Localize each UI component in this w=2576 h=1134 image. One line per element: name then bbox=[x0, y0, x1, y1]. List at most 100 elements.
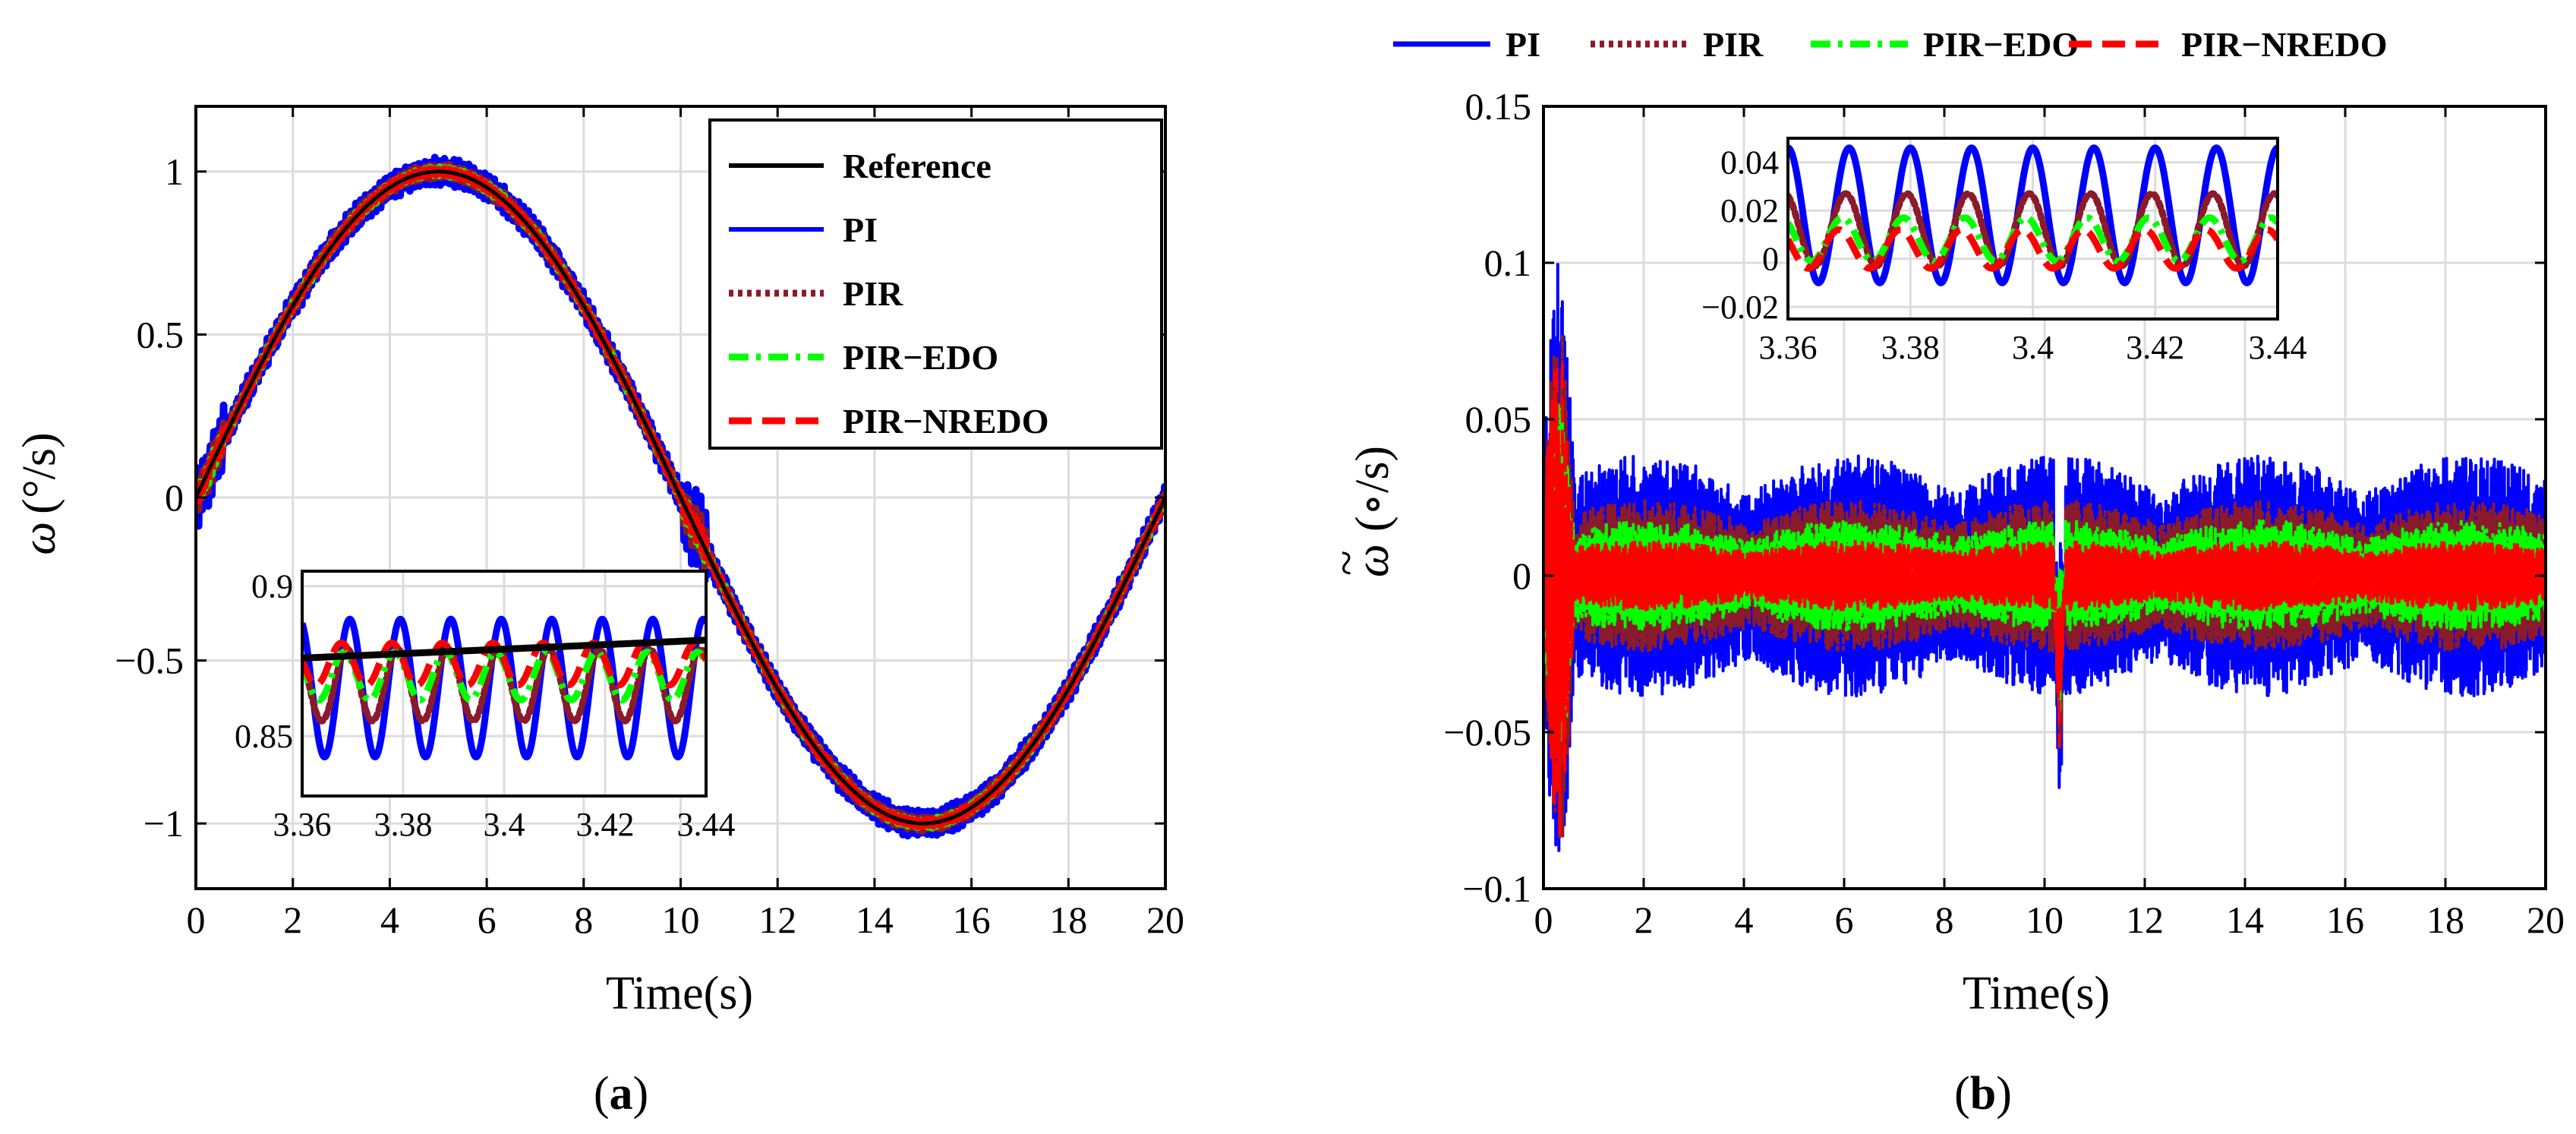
panel-a-legend-label-reference: Reference bbox=[843, 147, 992, 185]
panel-a-legend-label-pir: PIR bbox=[843, 274, 903, 313]
panel-a-legend: Reference PI PIR PIR−EDO PIR−NREDO bbox=[708, 118, 1163, 450]
panel-b-inset-x-tick-labels: 3.36 3.38 3.4 3.42 3.44 bbox=[1759, 329, 2307, 366]
panel-b-x-tick-label: 0 bbox=[1534, 899, 1553, 941]
panel-b-y-tick-label: 0 bbox=[1512, 554, 1531, 597]
panel-a-x-tick-label: 12 bbox=[758, 899, 796, 941]
panel-b-y-tick-label: 0.1 bbox=[1484, 242, 1532, 284]
panel-b-x-tick-label: 18 bbox=[2426, 899, 2464, 941]
panel-b-inset-series-pir-nredo bbox=[1788, 226, 2278, 272]
panel-a-legend-entries: Reference PI PIR PIR−EDO PIR−NREDO bbox=[729, 147, 1049, 441]
panel-b-y-axis-unit: (∘/s) bbox=[1347, 446, 1398, 532]
panel-b-x-tick-label: 6 bbox=[1835, 899, 1854, 941]
panel-b-y-tick-label: −0.1 bbox=[1462, 867, 1531, 910]
panel-b-y-axis-symbol: ω bbox=[1347, 544, 1398, 577]
panel-a-legend-box bbox=[708, 118, 1163, 450]
panel-a-x-tick-label: 2 bbox=[283, 899, 302, 941]
panel-b-inset-y-tick-label: 0.04 bbox=[1720, 144, 1779, 182]
panel-a-y-tick-label: 1 bbox=[165, 150, 184, 193]
panel-b-inset-x-tick-label: 3.42 bbox=[2126, 329, 2184, 366]
panel-b-legend-label-pir-nredo: PIR−NREDO bbox=[2181, 25, 2388, 64]
panel-a-y-tick-label: −0.5 bbox=[115, 640, 184, 682]
panel-b-caption-open: ( bbox=[1954, 1068, 1970, 1120]
panel-a-caption-letter: a bbox=[610, 1068, 633, 1120]
panel-b-inset-y-tick-labels: −0.02 0 0.02 0.04 bbox=[1701, 144, 1779, 326]
panel-b-x-tick-label: 4 bbox=[1735, 899, 1754, 941]
panel-b-x-tick-label: 20 bbox=[2527, 899, 2565, 941]
panel-a-caption-close: ) bbox=[633, 1068, 649, 1120]
panel-b-caption-letter: b bbox=[1970, 1068, 1996, 1120]
panel-b-y-axis-label: ω ~ (∘/s) bbox=[1321, 446, 1398, 577]
panel-a-y-axis-unit: (°/s) bbox=[14, 432, 65, 513]
panel-a-legend-label-pir-edo: PIR−EDO bbox=[843, 338, 998, 377]
panel-b-inset-series-pir-edo bbox=[1788, 214, 2278, 265]
panel-b-tick-marks bbox=[1542, 105, 2547, 890]
panel-a-inset-series-pir-nredo bbox=[302, 640, 706, 689]
panel-a-inset-x-tick-label: 3.4 bbox=[484, 806, 525, 843]
panel-b-inset: 3.36 3.38 3.4 3.42 3.44 −0.02 0 0.02 0.04 bbox=[1701, 137, 2307, 366]
panel-a-inset-x-tick-label: 3.42 bbox=[576, 806, 635, 843]
panel-b-x-tick-label: 16 bbox=[2326, 899, 2364, 941]
panel-b-inset-y-tick-label: 0.02 bbox=[1720, 192, 1779, 229]
panel-a-inset-series-reference bbox=[302, 636, 706, 662]
panel-a-x-tick-label: 18 bbox=[1049, 899, 1087, 941]
panel-b-series-pir-nredo bbox=[1543, 358, 2546, 835]
panel-a-x-tick-label: 8 bbox=[574, 899, 593, 941]
panel-b-inset-x-tick-label: 3.38 bbox=[1881, 329, 1940, 366]
panel-b-inset-x-tick-label: 3.44 bbox=[2249, 329, 2307, 366]
panel-a-plot-area bbox=[196, 153, 1165, 840]
panel-a-inset-x-tick-label: 3.38 bbox=[374, 806, 433, 843]
panel-a-inset-y-tick-label: 0.85 bbox=[235, 718, 293, 755]
panel-b-inset-x-tick-label: 3.4 bbox=[2012, 329, 2054, 366]
panel-b-inset-y-tick-label: 0 bbox=[1762, 241, 1779, 278]
panel-a-y-tick-labels: −1 −0.5 0 0.5 1 bbox=[115, 150, 184, 845]
panel-a-y-axis-label: ω (°/s) bbox=[14, 432, 65, 554]
panel-b-y-axis-tilde: ~ bbox=[1321, 550, 1373, 576]
panel-a-series-reference bbox=[196, 169, 1165, 826]
panel-b-x-axis-label: Time(s) bbox=[1963, 968, 2110, 1019]
panel-a: 0 2 4 6 8 10 12 14 16 18 20 −1 −0.5 0 0.5 1 Time(s) ω (… bbox=[14, 105, 1185, 1120]
panel-b-x-tick-label: 8 bbox=[1935, 899, 1954, 941]
panel-a-x-tick-label: 14 bbox=[856, 899, 894, 941]
panel-a-legend-label-pi: PI bbox=[843, 210, 878, 249]
panel-a-inset-frame bbox=[301, 570, 708, 798]
panel-a-caption-open: ( bbox=[594, 1068, 610, 1120]
panel-b-plot-area bbox=[1543, 263, 2546, 852]
panel-b-inset-x-tick-label: 3.36 bbox=[1759, 329, 1818, 366]
panel-a-legend-label-pir-nredo: PIR−NREDO bbox=[843, 402, 1049, 441]
panel-a-x-tick-label: 0 bbox=[187, 899, 206, 941]
panel-a-inset-x-tick-labels: 3.36 3.38 3.4 3.42 3.44 bbox=[273, 806, 736, 843]
panel-b-inset-frame bbox=[1786, 137, 2279, 321]
panel-a-y-tick-label: −1 bbox=[143, 802, 184, 845]
panel-b-inset-plot-area bbox=[1788, 144, 2278, 286]
panel-b-caption: (b) bbox=[1954, 1068, 2012, 1120]
panel-a-inset-x-tick-label: 3.36 bbox=[273, 806, 332, 843]
panel-b-x-tick-label: 12 bbox=[2126, 899, 2164, 941]
panel-b-legend: PI PIR PIR−EDO PIR−NREDO bbox=[1393, 25, 2388, 64]
panel-a-x-tick-label: 4 bbox=[380, 899, 399, 941]
panel-a-x-tick-label: 16 bbox=[953, 899, 991, 941]
panel-a-x-tick-labels: 0 2 4 6 8 10 12 14 16 18 20 bbox=[187, 899, 1185, 941]
panel-a-x-tick-label: 10 bbox=[662, 899, 700, 941]
panel-a-y-axis-symbol: ω bbox=[14, 522, 65, 555]
panel-b-y-tick-labels: −0.1 −0.05 0 0.05 0.1 0.15 bbox=[1443, 85, 1531, 910]
panel-a-x-tick-label: 6 bbox=[478, 899, 497, 941]
panel-a-y-tick-label: 0 bbox=[165, 476, 184, 519]
panel-a-x-axis-label: Time(s) bbox=[606, 968, 753, 1019]
panel-a-tick-marks bbox=[194, 106, 1167, 889]
panel-b-caption-close: ) bbox=[1996, 1068, 2012, 1120]
panel-b-x-tick-label: 2 bbox=[1635, 899, 1654, 941]
panel-a-y-tick-label: 0.5 bbox=[137, 313, 184, 355]
panel-a-caption: (a) bbox=[594, 1068, 648, 1120]
panel-b-y-tick-label: 0.15 bbox=[1465, 85, 1532, 128]
panel-b-legend-label-pir: PIR bbox=[1703, 25, 1764, 64]
panel-a-inset-plot-area bbox=[302, 615, 706, 761]
panel-b-legend-label-pi: PI bbox=[1506, 25, 1540, 64]
panel-b: 0 2 4 6 8 10 12 14 16 18 20 −0.1−0.0500.050.10.15 … bbox=[1321, 25, 2565, 1120]
panel-a-x-tick-label: 20 bbox=[1146, 899, 1184, 941]
panel-b-x-tick-labels: 0 2 4 6 8 10 12 14 16 18 20 bbox=[1534, 899, 2565, 941]
panel-a-inset-y-tick-labels: 0.85 0.9 bbox=[235, 568, 293, 755]
panel-a-inset: 3.36 3.38 3.4 3.42 3.44 0.85 0.9 bbox=[235, 568, 736, 843]
panel-a-inset-x-tick-label: 3.44 bbox=[677, 806, 736, 843]
panel-b-x-tick-label: 10 bbox=[2026, 899, 2064, 941]
